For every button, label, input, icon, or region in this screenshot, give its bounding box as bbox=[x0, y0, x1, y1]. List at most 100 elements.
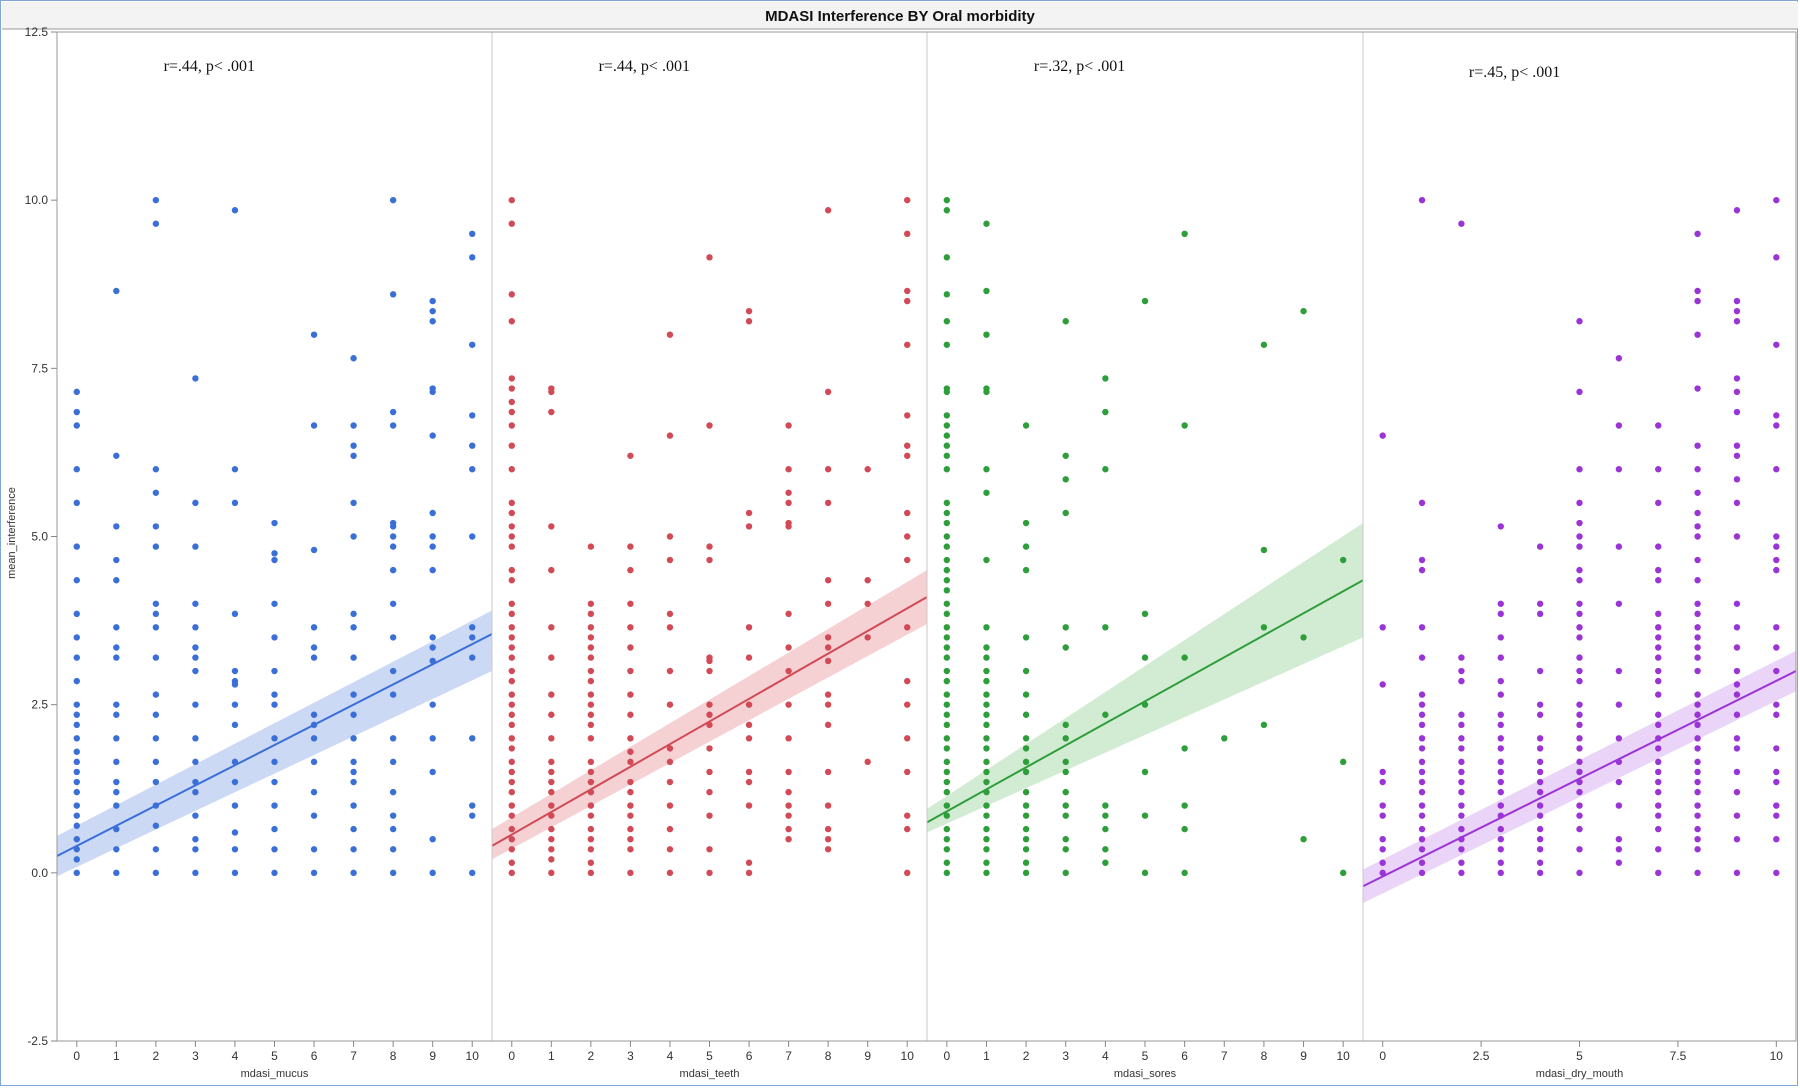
data-point bbox=[192, 667, 199, 675]
data-point bbox=[824, 600, 832, 607]
data-point bbox=[824, 768, 832, 776]
data-point bbox=[1655, 768, 1662, 776]
data-point bbox=[469, 869, 476, 877]
x-tick-label: 7 bbox=[350, 1049, 357, 1063]
x-tick-label: 8 bbox=[825, 1049, 832, 1063]
data-point bbox=[73, 822, 80, 829]
data-point bbox=[983, 331, 990, 338]
data-point bbox=[73, 778, 80, 786]
x-tick-label: 1 bbox=[548, 1049, 555, 1063]
data-point bbox=[983, 489, 990, 496]
data-point bbox=[983, 721, 990, 729]
data-point bbox=[904, 341, 911, 348]
data-point bbox=[192, 375, 199, 382]
data-point bbox=[1181, 422, 1188, 429]
data-point bbox=[350, 442, 357, 449]
data-point bbox=[389, 667, 397, 675]
data-point bbox=[429, 543, 436, 550]
x-tick-label: 4 bbox=[1102, 1049, 1109, 1063]
data-point bbox=[1694, 489, 1701, 496]
data-point bbox=[231, 207, 239, 214]
data-point bbox=[1694, 667, 1701, 675]
data-point bbox=[785, 701, 792, 708]
data-point bbox=[666, 846, 674, 853]
data-point bbox=[1576, 654, 1583, 661]
data-point bbox=[548, 523, 555, 530]
data-point bbox=[152, 624, 160, 631]
data-point bbox=[1615, 836, 1623, 843]
data-point bbox=[1379, 836, 1386, 843]
data-point bbox=[864, 600, 871, 607]
data-point bbox=[389, 788, 397, 796]
data-point bbox=[666, 331, 674, 338]
data-point bbox=[706, 556, 713, 564]
data-point bbox=[508, 466, 515, 473]
x-tick-label: 6 bbox=[1181, 1049, 1188, 1063]
data-point bbox=[350, 802, 357, 809]
data-point bbox=[1733, 452, 1741, 459]
data-point bbox=[1576, 519, 1583, 527]
data-point bbox=[548, 711, 555, 718]
data-point bbox=[469, 802, 476, 809]
x-tick-label: 3 bbox=[192, 1049, 199, 1063]
data-point bbox=[627, 748, 634, 755]
data-point bbox=[73, 812, 80, 819]
data-point bbox=[824, 691, 832, 698]
data-point bbox=[943, 836, 951, 843]
data-point bbox=[152, 846, 160, 853]
data-point bbox=[73, 711, 80, 718]
data-point bbox=[627, 825, 634, 833]
data-point bbox=[1497, 758, 1504, 766]
data-point bbox=[1102, 802, 1109, 809]
data-point bbox=[1576, 825, 1583, 833]
data-point bbox=[943, 634, 951, 641]
data-point bbox=[904, 230, 911, 237]
data-point bbox=[1773, 566, 1780, 574]
data-point bbox=[1773, 196, 1780, 204]
data-point bbox=[350, 452, 357, 459]
data-point bbox=[310, 711, 318, 718]
data-point bbox=[310, 735, 318, 742]
data-point bbox=[1615, 846, 1623, 853]
data-point bbox=[943, 452, 951, 459]
data-point bbox=[706, 254, 713, 261]
data-point bbox=[627, 711, 634, 718]
data-point bbox=[1102, 825, 1109, 833]
data-point bbox=[113, 802, 120, 809]
data-point bbox=[508, 385, 515, 392]
data-point bbox=[943, 691, 951, 698]
data-point bbox=[1536, 701, 1544, 708]
x-tick-label: 2 bbox=[1023, 1049, 1030, 1063]
data-point bbox=[192, 812, 199, 819]
data-point bbox=[1615, 735, 1623, 742]
x-tick-label: 3 bbox=[1062, 1049, 1069, 1063]
data-point bbox=[192, 869, 199, 877]
data-point bbox=[152, 735, 160, 742]
y-tick-label: 5.0 bbox=[31, 530, 48, 544]
data-point bbox=[1379, 802, 1386, 809]
data-point bbox=[1733, 408, 1741, 416]
data-point bbox=[1655, 721, 1662, 729]
data-point bbox=[943, 711, 951, 718]
data-point bbox=[469, 230, 476, 237]
data-point bbox=[745, 778, 753, 786]
data-point bbox=[1536, 859, 1544, 866]
data-point bbox=[389, 519, 397, 527]
data-point bbox=[508, 220, 515, 227]
data-point bbox=[864, 466, 871, 473]
data-point bbox=[785, 735, 792, 742]
x-tick-label: 9 bbox=[429, 1049, 436, 1063]
data-point bbox=[983, 711, 990, 718]
data-point bbox=[904, 735, 911, 742]
data-point bbox=[587, 667, 595, 675]
x-tick-label: 5 bbox=[706, 1049, 713, 1063]
data-point bbox=[469, 341, 476, 348]
data-point bbox=[824, 657, 832, 665]
data-point bbox=[1418, 812, 1426, 819]
data-point bbox=[1773, 644, 1780, 651]
data-point bbox=[429, 432, 436, 439]
data-point bbox=[587, 691, 595, 698]
data-point bbox=[785, 499, 792, 507]
data-point bbox=[627, 778, 634, 786]
data-point bbox=[706, 846, 713, 853]
